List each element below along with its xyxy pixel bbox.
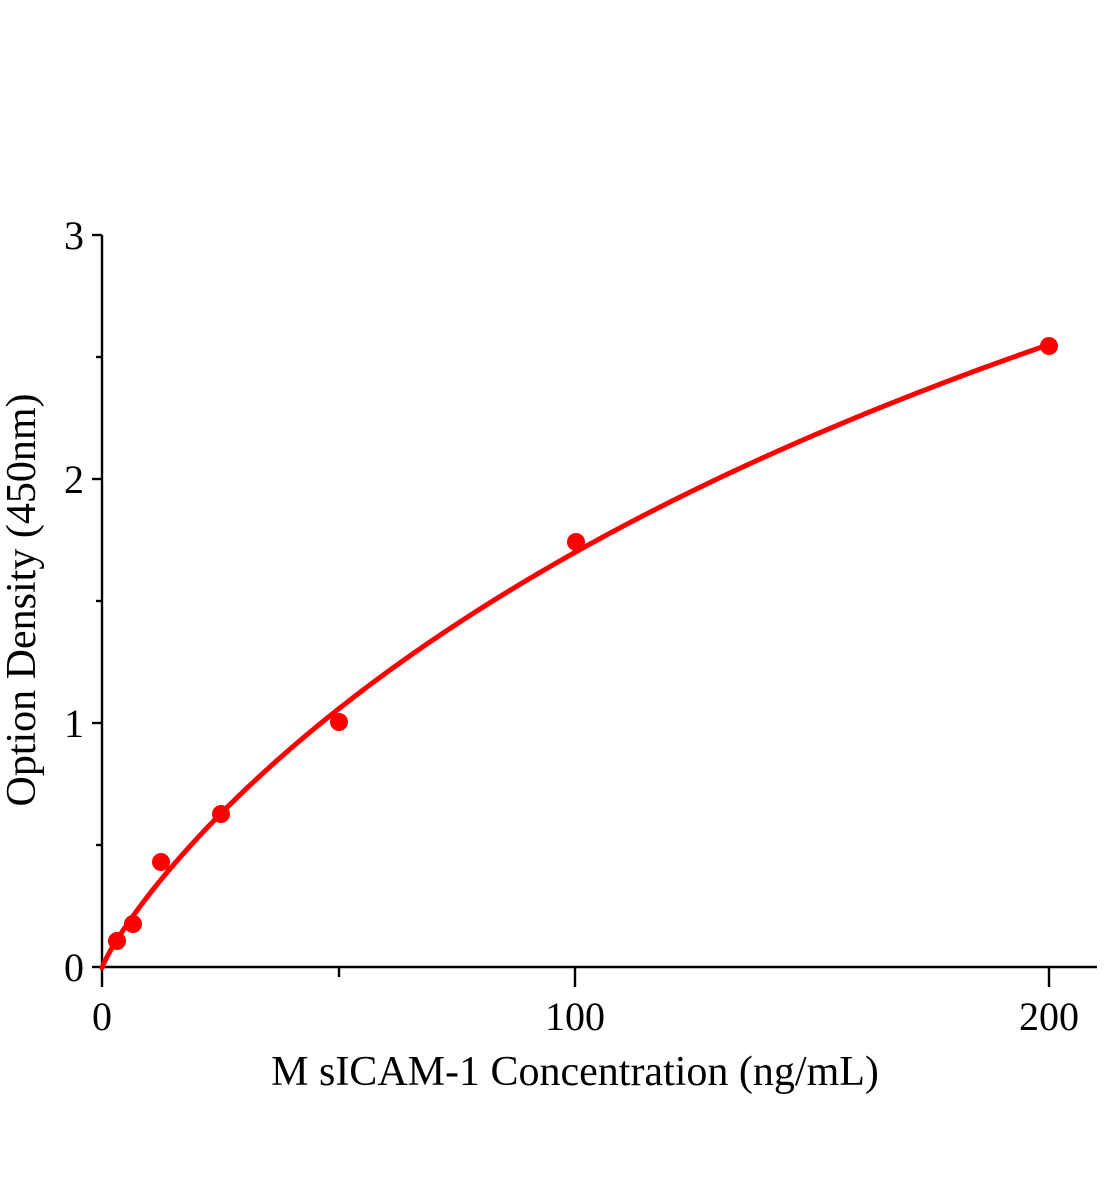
svg-text:M sICAM-1 Concentration (ng/mL: M sICAM-1 Concentration (ng/mL) (271, 1049, 879, 1095)
svg-text:1: 1 (64, 701, 84, 746)
svg-text:100: 100 (545, 994, 605, 1039)
svg-text:Option Density (450nm): Option Density (450nm) (0, 394, 45, 807)
svg-text:0: 0 (64, 945, 84, 990)
svg-text:0: 0 (92, 994, 112, 1039)
svg-text:200: 200 (1019, 994, 1079, 1039)
svg-text:3: 3 (64, 213, 84, 258)
svg-text:2: 2 (64, 457, 84, 502)
